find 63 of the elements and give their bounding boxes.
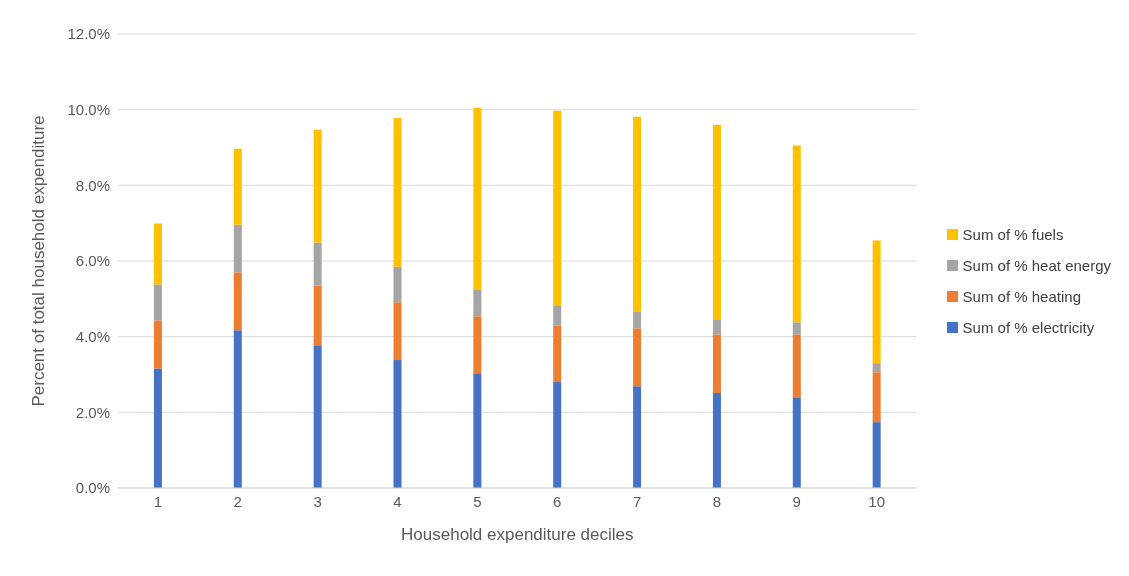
y-axis-title: Percent of total household expenditure (29, 115, 49, 407)
x-tick-label: 5 (473, 492, 482, 510)
bar (313, 285, 322, 346)
y-tick-label: 4.0% (75, 327, 110, 345)
legend-label: Sum of % fuels (962, 226, 1064, 243)
x-tick-label: 6 (553, 492, 562, 510)
bar (233, 272, 242, 331)
y-tick-label: 6.0% (75, 252, 110, 270)
bar (712, 124, 721, 320)
x-tick-label: 8 (712, 492, 722, 510)
bar (393, 360, 402, 488)
bar (792, 322, 801, 335)
bar (473, 289, 482, 317)
bar (792, 397, 801, 488)
bar (633, 311, 642, 329)
x-tick-label: 4 (393, 492, 402, 510)
bar (712, 393, 721, 488)
bar (712, 319, 721, 335)
bar (153, 284, 162, 321)
bar (553, 382, 562, 488)
bar (553, 110, 562, 306)
bar (633, 116, 642, 312)
x-tick-label: 3 (313, 492, 322, 510)
bar (633, 386, 642, 488)
bar (872, 363, 881, 373)
y-tick-label: 0.0% (75, 479, 110, 497)
x-tick-label: 7 (632, 492, 642, 510)
x-axis-title: Household expenditure deciles (401, 525, 634, 544)
bar (233, 224, 242, 273)
bar (313, 129, 322, 243)
x-tick-label: 10 (868, 492, 885, 510)
y-tick-label: 8.0% (75, 176, 110, 194)
legend-label: Sum of % heat energy (962, 257, 1111, 274)
bar (313, 345, 322, 488)
bar (153, 368, 162, 488)
bar (712, 334, 721, 394)
bar (313, 242, 322, 286)
legend-label: Sum of % heating (962, 288, 1081, 305)
bar (393, 117, 402, 267)
bar (233, 148, 242, 225)
bar (872, 372, 881, 423)
bar (473, 316, 482, 374)
y-tick-label: 12.0% (67, 25, 110, 43)
y-tick-label: 10.0% (67, 100, 110, 118)
bar (233, 330, 242, 488)
legend-label: Sum of % electricity (962, 319, 1095, 336)
bar (872, 240, 881, 364)
bar (553, 325, 562, 383)
bar (153, 320, 162, 369)
bar (393, 302, 402, 361)
y-tick-label: 2.0% (75, 403, 110, 421)
bar (633, 328, 642, 387)
bar (792, 145, 801, 323)
bar (553, 305, 562, 326)
x-tick-label: 2 (233, 492, 242, 510)
x-tick-label: 1 (153, 492, 163, 510)
bar (393, 266, 402, 303)
bar (473, 107, 482, 290)
bar (473, 373, 482, 488)
bar (153, 223, 162, 285)
bar (872, 422, 881, 488)
x-tick-label: 9 (792, 492, 801, 510)
bar (792, 334, 801, 398)
